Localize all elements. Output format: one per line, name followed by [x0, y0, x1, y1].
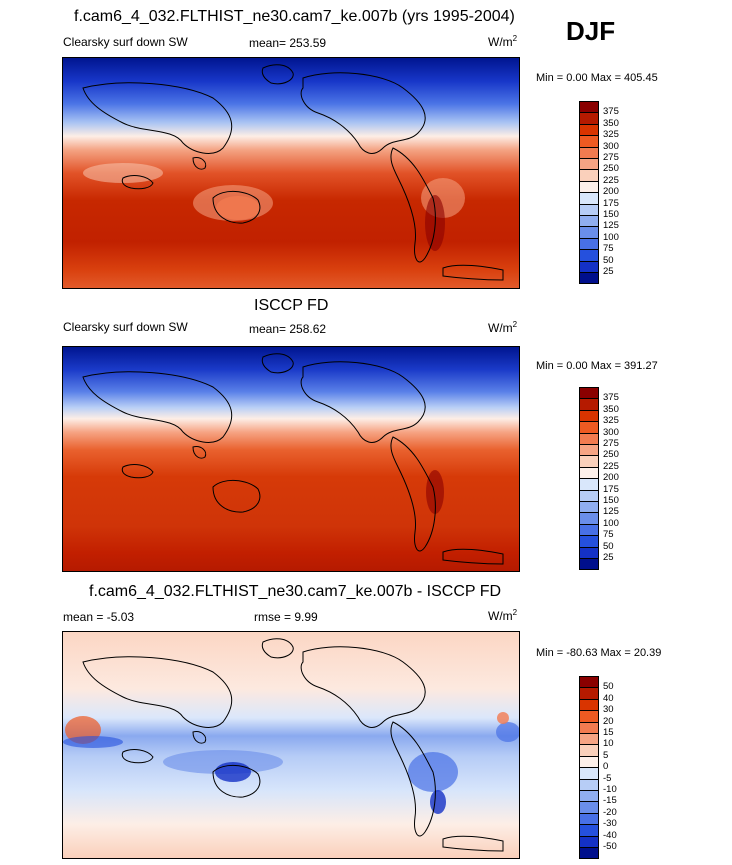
- panel-2-map-svg: [63, 347, 519, 571]
- colorbar-cell: [579, 558, 599, 571]
- panel-3-map: [62, 631, 520, 859]
- colorbar-tick-label: 350: [603, 403, 619, 415]
- colorbar-tick-label: 250: [603, 449, 619, 461]
- panel-1-units-sup: 2: [512, 34, 518, 43]
- colorbar-tick-label: 10: [603, 738, 614, 750]
- panel-3-units-base: W/m: [488, 609, 513, 623]
- colorbar-tick-label: 100: [603, 517, 619, 529]
- colorbar-tick-label: -40: [603, 829, 617, 841]
- colorbar-tick-label: 125: [603, 506, 619, 518]
- colorbar-tick-label: 250: [603, 163, 619, 175]
- colorbar-tick-label: 75: [603, 243, 614, 255]
- panel-2-field-label: Clearsky surf down SW: [63, 320, 188, 334]
- colorbar-tick-label: 150: [603, 209, 619, 220]
- colorbar-tick-label: 100: [603, 231, 619, 243]
- panel-2-min-max: Min = 0.00 Max = 391.27: [536, 360, 658, 372]
- colorbar-tick-label: 15: [603, 727, 614, 738]
- colorbar-tick-label: -15: [603, 795, 617, 807]
- colorbar-tick-label: 40: [603, 692, 614, 704]
- panel-3-title: f.cam6_4_032.FLTHIST_ne30.cam7_ke.007b -…: [89, 583, 502, 600]
- panel-2-map: [62, 346, 520, 572]
- panel-3-min-max: Min = -80.63 Max = 20.39: [536, 647, 662, 659]
- panel-2-units-sup: 2: [512, 320, 518, 329]
- panel-3-units-sup: 2: [512, 608, 518, 617]
- panel-1-map-svg: [63, 58, 519, 288]
- panel-1-mean: mean= 253.59: [249, 36, 327, 50]
- panel-3-mean: mean = -5.03: [63, 610, 135, 624]
- panel-2-mean: mean= 258.62: [249, 322, 327, 336]
- panel-1-units-base: W/m: [488, 35, 513, 49]
- colorbar-tick-label: 375: [603, 106, 619, 118]
- panel-1-field-label: Clearsky surf down SW: [63, 35, 188, 49]
- colorbar-tick-label: 5: [603, 749, 609, 761]
- colorbar-tick-label: 50: [603, 254, 614, 266]
- panel-1-min-max: Min = 0.00 Max = 405.45: [536, 72, 658, 84]
- colorbar-tick-label: 175: [603, 483, 619, 495]
- panel-3-map-svg: [63, 632, 519, 858]
- colorbar-tick-label: -20: [603, 806, 617, 818]
- colorbar-tick-label: 0: [603, 761, 609, 773]
- colorbar-tick-label: 200: [603, 472, 619, 484]
- season-label: DJF: [566, 16, 616, 46]
- panel-1-units: W/m2: [488, 34, 517, 49]
- colorbar-tick-label: 30: [603, 704, 614, 716]
- colorbar-tick-label: -10: [603, 784, 617, 795]
- colorbar-tick-label: 50: [603, 540, 614, 552]
- colorbar-tick-label: 75: [603, 529, 614, 541]
- colorbar-tick-label: 375: [603, 392, 619, 404]
- colorbar-tick-label: 25: [603, 552, 614, 563]
- panel-2-title: ISCCP FD: [254, 297, 329, 314]
- panel-3-colorbar: 50 40 30 20 15 10 5 0 -5 -10 -15 -20 -30 -40 -50: [579, 676, 649, 860]
- colorbar-tick-label: 50: [603, 681, 614, 693]
- colorbar-tick-label: -30: [603, 818, 617, 830]
- colorbar-tick-label: 20: [603, 715, 614, 727]
- colorbar-cell: [579, 847, 599, 860]
- panel-2-colorbar: 375 350 325 300 275 250 225 200 175 150 125 100 75 50…: [579, 387, 649, 571]
- panel-1-colorbar: 375 350 325 300 275 250 225 200 175 150 125 100 75 50…: [579, 101, 649, 285]
- colorbar-tick-label: 200: [603, 186, 619, 198]
- panel-3-units: W/m2: [488, 608, 517, 623]
- colorbar-tick-label: 350: [603, 117, 619, 129]
- colorbar-tick-label: -50: [603, 841, 617, 852]
- colorbar-tick-label: 125: [603, 220, 619, 232]
- colorbar-tick-label: -5: [603, 772, 612, 784]
- colorbar-tick-label: 300: [603, 140, 619, 152]
- colorbar-tick-label: 175: [603, 197, 619, 209]
- colorbar-tick-label: 150: [603, 495, 619, 506]
- colorbar-tick-label: 275: [603, 152, 619, 163]
- colorbar-tick-label: 300: [603, 426, 619, 438]
- panel-2-units: W/m2: [488, 320, 517, 335]
- colorbar-tick-label: 325: [603, 129, 619, 141]
- colorbar-cell: [579, 272, 599, 285]
- colorbar-tick-label: 225: [603, 460, 619, 472]
- colorbar-tick-label: 325: [603, 415, 619, 427]
- panel-1-map: [62, 57, 520, 289]
- panel-2-units-base: W/m: [488, 321, 513, 335]
- colorbar-tick-label: 225: [603, 174, 619, 186]
- panel-1-title: f.cam6_4_032.FLTHIST_ne30.cam7_ke.007b (…: [74, 8, 515, 25]
- colorbar-tick-label: 275: [603, 438, 619, 449]
- panel-3-rmse: rmse = 9.99: [254, 610, 318, 624]
- colorbar-tick-label: 25: [603, 266, 614, 277]
